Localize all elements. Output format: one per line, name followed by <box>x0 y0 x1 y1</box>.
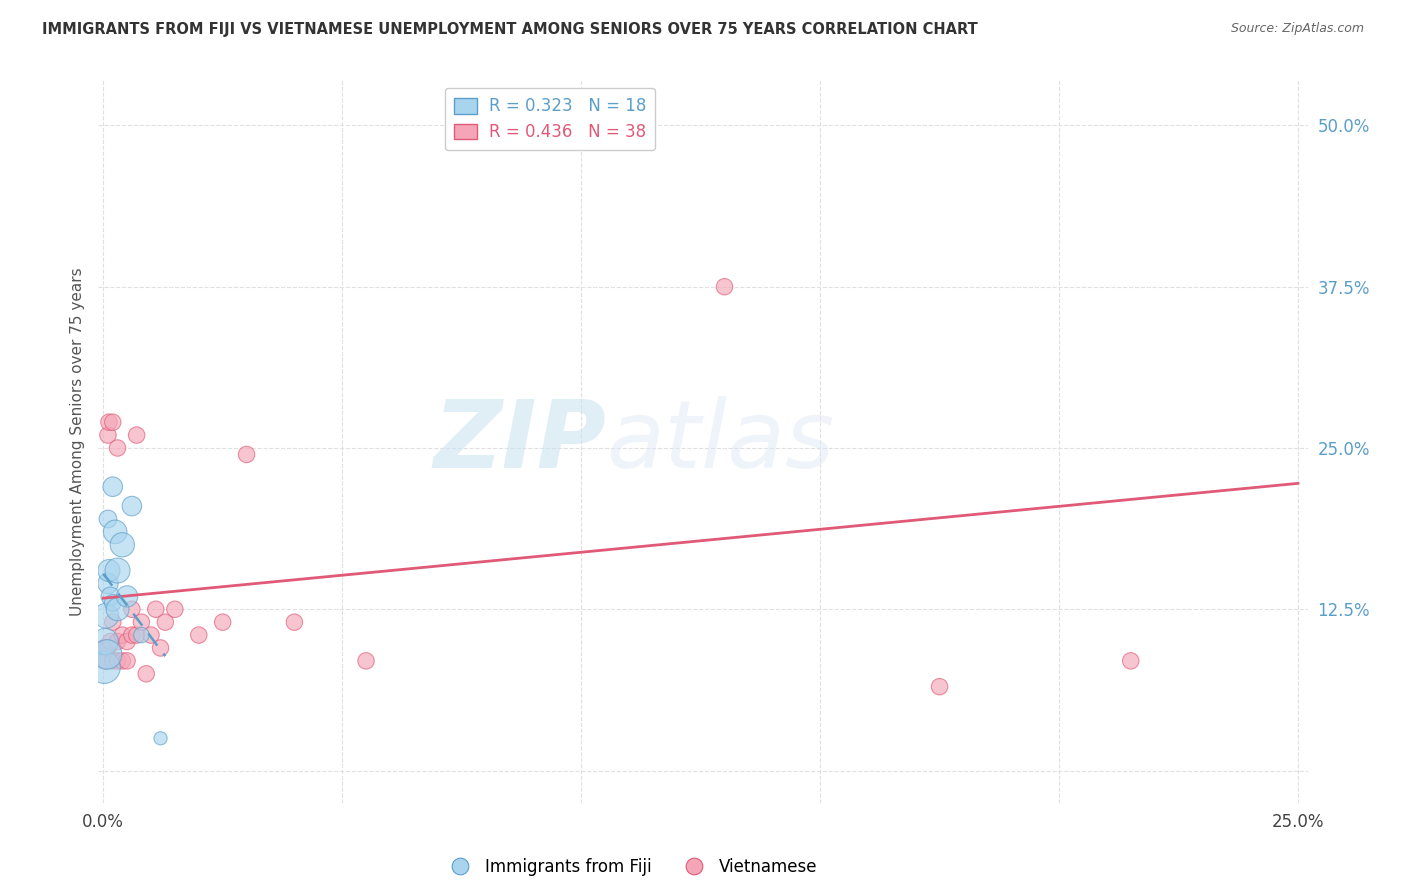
Point <box>125 428 148 442</box>
Point <box>187 628 209 642</box>
Point <box>101 615 124 630</box>
Point <box>93 660 115 674</box>
Point <box>101 654 124 668</box>
Point <box>121 628 143 642</box>
Point <box>97 512 120 526</box>
Point <box>125 628 148 642</box>
Point <box>104 524 127 539</box>
Point <box>121 602 143 616</box>
Point <box>131 615 153 630</box>
Point <box>107 602 129 616</box>
Text: IMMIGRANTS FROM FIJI VS VIETNAMESE UNEMPLOYMENT AMONG SENIORS OVER 75 YEARS CORR: IMMIGRANTS FROM FIJI VS VIETNAMESE UNEMP… <box>42 22 979 37</box>
Point <box>163 602 186 616</box>
Point <box>94 608 117 623</box>
Point <box>98 590 121 604</box>
Text: atlas: atlas <box>606 396 835 487</box>
Point <box>101 415 124 429</box>
Point <box>107 441 129 455</box>
Text: Source: ZipAtlas.com: Source: ZipAtlas.com <box>1230 22 1364 36</box>
Point <box>96 654 118 668</box>
Point <box>107 564 129 578</box>
Point <box>149 640 172 655</box>
Point <box>211 615 233 630</box>
Point <box>115 654 138 668</box>
Point <box>98 634 121 648</box>
Point <box>139 628 162 642</box>
Point <box>283 615 305 630</box>
Legend: Immigrants from Fiji, Vietnamese: Immigrants from Fiji, Vietnamese <box>437 851 824 882</box>
Point <box>97 576 120 591</box>
Text: ZIP: ZIP <box>433 395 606 488</box>
Point <box>97 415 120 429</box>
Point <box>97 428 120 442</box>
Point <box>111 628 134 642</box>
Point <box>121 499 143 513</box>
Point <box>94 634 117 648</box>
Y-axis label: Unemployment Among Seniors over 75 years: Unemployment Among Seniors over 75 years <box>69 268 84 615</box>
Point <box>115 634 138 648</box>
Point <box>522 119 544 133</box>
Point <box>111 538 134 552</box>
Point <box>101 480 124 494</box>
Point <box>115 590 138 604</box>
Point <box>94 654 117 668</box>
Point <box>97 564 120 578</box>
Point <box>101 596 124 610</box>
Point <box>97 640 120 655</box>
Point <box>135 666 157 681</box>
Point <box>131 628 153 642</box>
Point <box>93 640 115 655</box>
Point <box>235 447 257 461</box>
Point <box>155 615 177 630</box>
Point <box>713 279 735 293</box>
Point <box>1119 654 1142 668</box>
Point <box>96 648 118 662</box>
Point <box>149 731 172 746</box>
Point <box>928 680 950 694</box>
Point <box>94 640 117 655</box>
Point <box>354 654 377 668</box>
Point <box>111 654 134 668</box>
Point <box>145 602 167 616</box>
Point <box>107 634 129 648</box>
Point <box>107 654 129 668</box>
